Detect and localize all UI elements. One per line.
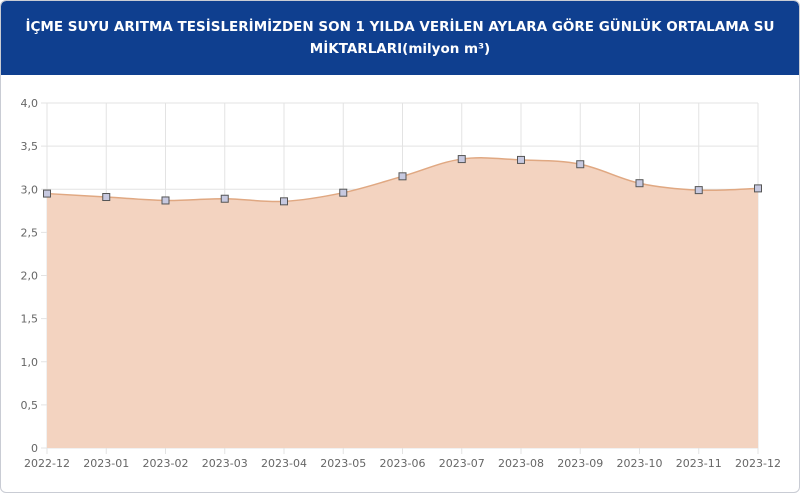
- data-point: [161, 196, 170, 205]
- area-chart: 0 0,5 1,0 1,5 2,0 2,5 3,0 3,5 4,0 2022-12 2023-01 2…: [21, 97, 781, 470]
- data-point: [220, 194, 229, 203]
- y-tick-label: 0: [31, 442, 38, 455]
- data-point: [576, 160, 585, 169]
- data-point: [43, 189, 51, 198]
- data-point: [754, 184, 762, 193]
- x-tick-label: 2023-04: [261, 457, 307, 470]
- data-point: [517, 155, 525, 164]
- x-tick-label: 2023-09: [557, 457, 603, 470]
- chart-header: İÇME SUYU ARITMA TESİSLERİMİZDEN SON 1 Y…: [1, 1, 799, 75]
- area-fill: [47, 157, 758, 448]
- data-point: [280, 197, 288, 206]
- data-point: [457, 155, 466, 164]
- x-tick-label: 2023-12: [735, 457, 781, 470]
- data-point: [102, 193, 111, 202]
- x-tick-label: 2023-01: [83, 457, 129, 470]
- y-tick-label: 0,5: [21, 399, 39, 412]
- x-tick-label: 2022-12: [24, 457, 70, 470]
- y-tick-label: 2,0: [21, 270, 39, 283]
- x-tick-label: 2023-10: [617, 457, 663, 470]
- x-tick-label: 2023-05: [320, 457, 366, 470]
- y-tick-label: 1,5: [21, 313, 39, 326]
- y-tick-label: 3,0: [21, 183, 39, 196]
- data-point: [635, 179, 644, 188]
- y-tick-label: 1,0: [21, 356, 39, 369]
- chart-title-line-2: MİKTARLARI(milyon m³): [309, 41, 491, 57]
- y-tick-label: 2,5: [21, 226, 39, 239]
- data-point: [398, 172, 407, 181]
- data-point: [694, 186, 703, 195]
- chart-title-line-1: İÇME SUYU ARITMA TESİSLERİMİZDEN SON 1 Y…: [25, 19, 775, 35]
- data-point: [339, 188, 348, 197]
- y-tick-label: 4,0: [21, 97, 39, 110]
- x-tick-label: 2023-03: [202, 457, 248, 470]
- x-tick-label: 2023-06: [380, 457, 426, 470]
- x-tick-label: 2023-11: [676, 457, 722, 470]
- x-tick-label: 2023-08: [498, 457, 544, 470]
- x-tick-label: 2023-02: [143, 457, 189, 470]
- x-tick-label: 2023-07: [439, 457, 485, 470]
- y-tick-label: 3,5: [21, 140, 39, 153]
